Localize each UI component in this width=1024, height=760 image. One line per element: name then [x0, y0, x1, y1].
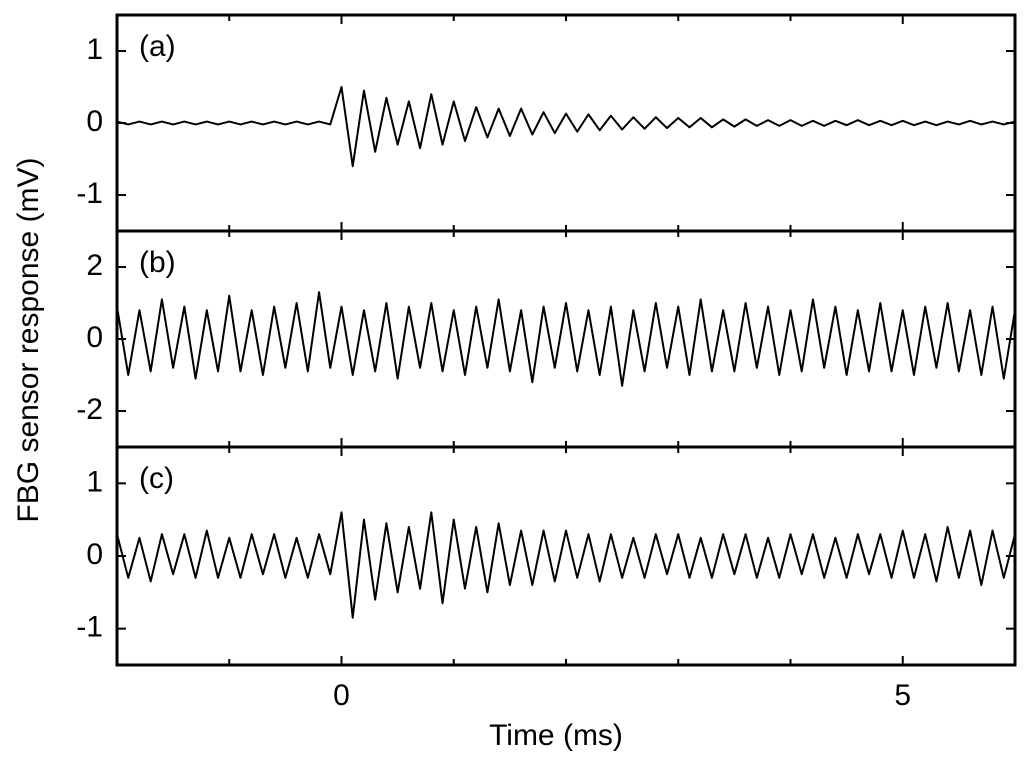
y-tick-label: -1 — [76, 177, 103, 210]
y-axis-title: FBG sensor response (mV) — [12, 157, 45, 522]
signal-line — [116, 291, 1016, 387]
y-tick-label: -2 — [76, 393, 103, 426]
y-tick-label: -1 — [76, 611, 103, 644]
panel-frame — [115, 13, 1017, 233]
y-tick-label: 2 — [86, 249, 103, 282]
signal-line — [116, 511, 1016, 619]
panel-frame — [115, 229, 1017, 449]
signal-line — [116, 86, 1016, 168]
panel-label: (b) — [139, 246, 176, 279]
x-tick-label: 5 — [894, 679, 911, 712]
y-tick-label: 1 — [86, 465, 103, 498]
x-tick-label: 0 — [333, 679, 350, 712]
y-tick-label: 1 — [86, 33, 103, 66]
y-tick-label: 0 — [86, 321, 103, 354]
y-tick-label: 0 — [86, 538, 103, 571]
panel-label: (c) — [139, 462, 174, 495]
x-axis-title: Time (ms) — [489, 719, 623, 752]
y-tick-label: 0 — [86, 105, 103, 138]
panel-label: (a) — [139, 30, 176, 63]
panel-frame — [115, 445, 1017, 667]
